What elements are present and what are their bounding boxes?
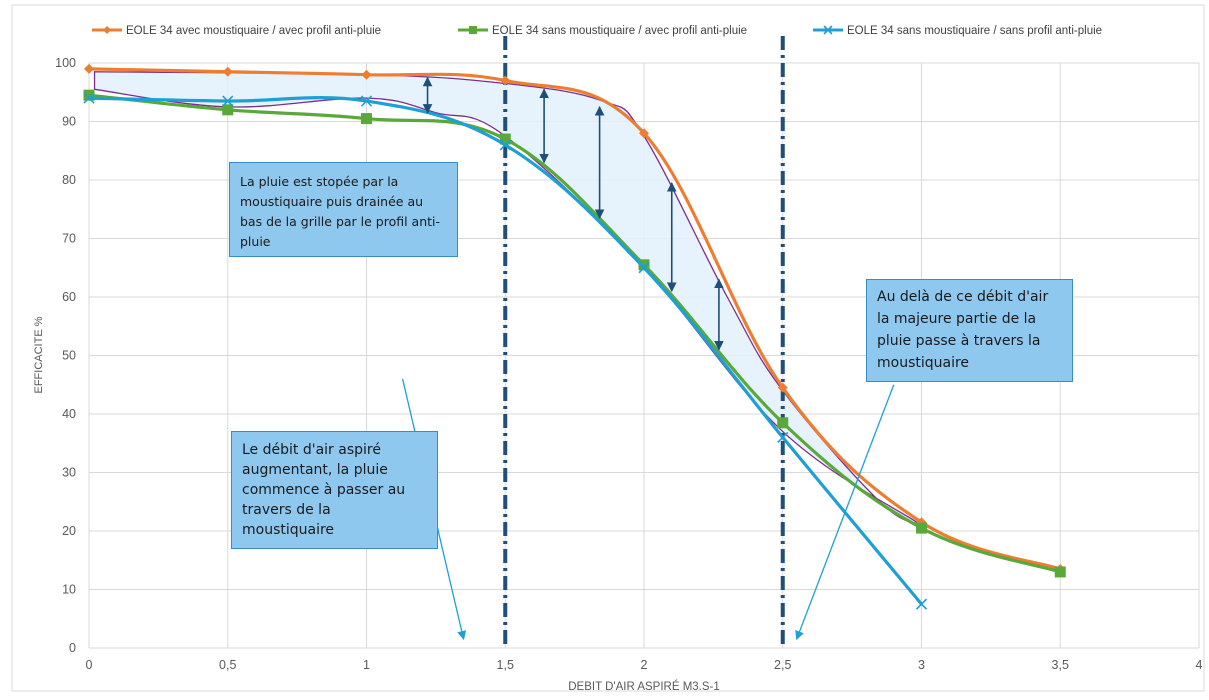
data-point (361, 113, 372, 125)
data-point (777, 417, 789, 429)
x-tick-label: 0,5 (219, 658, 236, 672)
legend-marker (469, 26, 477, 34)
y-axis-title: EFFICACITE % (33, 316, 45, 393)
data-point (84, 63, 94, 74)
callout-rain-passing: Le débit d'air aspiré augmentant, la plu… (231, 431, 438, 549)
data-point (777, 382, 788, 393)
y-tick-label: 80 (62, 173, 76, 187)
callout-pointer (795, 384, 895, 641)
series-line-1 (88, 67, 1061, 571)
x-tick-label: 2,5 (774, 658, 791, 672)
data-point (499, 133, 511, 145)
x-tick-label: 0 (86, 658, 93, 672)
x-tick-label: 3,5 (1052, 658, 1069, 672)
legend-marker (103, 26, 111, 34)
tick-labels: 0 10 20 30 40 50 60 70 80 90 100 0 0,5 1 1,5 2 2,5 3 3,5 4 (55, 56, 1202, 672)
x-tick-label: 4 (1196, 658, 1203, 672)
data-point (500, 75, 511, 86)
chart-frame (11, 4, 1205, 692)
legend-label: EOLE 34 sans moustiquaire / avec profil … (492, 25, 747, 37)
legend: EOLE 34 avec moustiquaire / avec profil … (92, 25, 1102, 37)
y-tick-label: 20 (62, 524, 76, 538)
x-tick-label: 1 (363, 658, 370, 672)
data-point (639, 128, 649, 139)
x-tick-label: 3 (918, 658, 925, 672)
callout-beyond-flow-text: Au delà de ce débit d'air la majeure par… (877, 289, 1049, 371)
callout-rain-stopped: La pluie est stopée par la moustiquaire … (229, 162, 458, 257)
data-point (222, 104, 234, 116)
y-tick-label: 60 (62, 290, 76, 304)
data-point (83, 89, 95, 101)
callout-rain-passing-text: Le débit d'air aspiré augmentant, la plu… (242, 442, 406, 538)
data-point (361, 69, 372, 80)
data-point (83, 92, 95, 104)
data-point (638, 262, 650, 274)
data-point (222, 66, 233, 77)
x-axis-title: DEBIT D'AIR ASPIRÉ M3.S-1 (568, 680, 720, 693)
legend-label: EOLE 34 sans moustiquaire / sans profil … (847, 25, 1102, 37)
legend-marker (823, 25, 833, 35)
callout-rain-stopped-text: La pluie est stopée par la moustiquaire … (240, 174, 441, 249)
y-tick-label: 90 (62, 115, 76, 129)
difference-arrows (422, 76, 724, 351)
x-tick-label: 1,5 (497, 658, 514, 672)
data-point (222, 95, 234, 107)
y-tick-label: 50 (62, 349, 76, 363)
data-point (1054, 566, 1066, 578)
data-point (916, 522, 927, 534)
data-point (915, 598, 928, 610)
y-tick-label: 70 (62, 232, 76, 246)
y-tick-label: 0 (69, 641, 76, 655)
legend-label: EOLE 34 avec moustiquaire / avec profil … (126, 25, 381, 37)
data-point (777, 431, 789, 443)
y-tick-label: 100 (55, 56, 76, 70)
data-point (638, 259, 650, 271)
y-tick-label: 10 (62, 583, 76, 597)
y-tick-label: 30 (62, 466, 76, 480)
y-tick-label: 40 (62, 407, 76, 421)
data-point (499, 139, 511, 151)
data-point (360, 95, 373, 107)
callout-beyond-flow: Au delà de ce débit d'air la majeure par… (866, 279, 1073, 382)
x-tick-label: 2 (641, 658, 648, 672)
series-line-3 (88, 96, 923, 606)
